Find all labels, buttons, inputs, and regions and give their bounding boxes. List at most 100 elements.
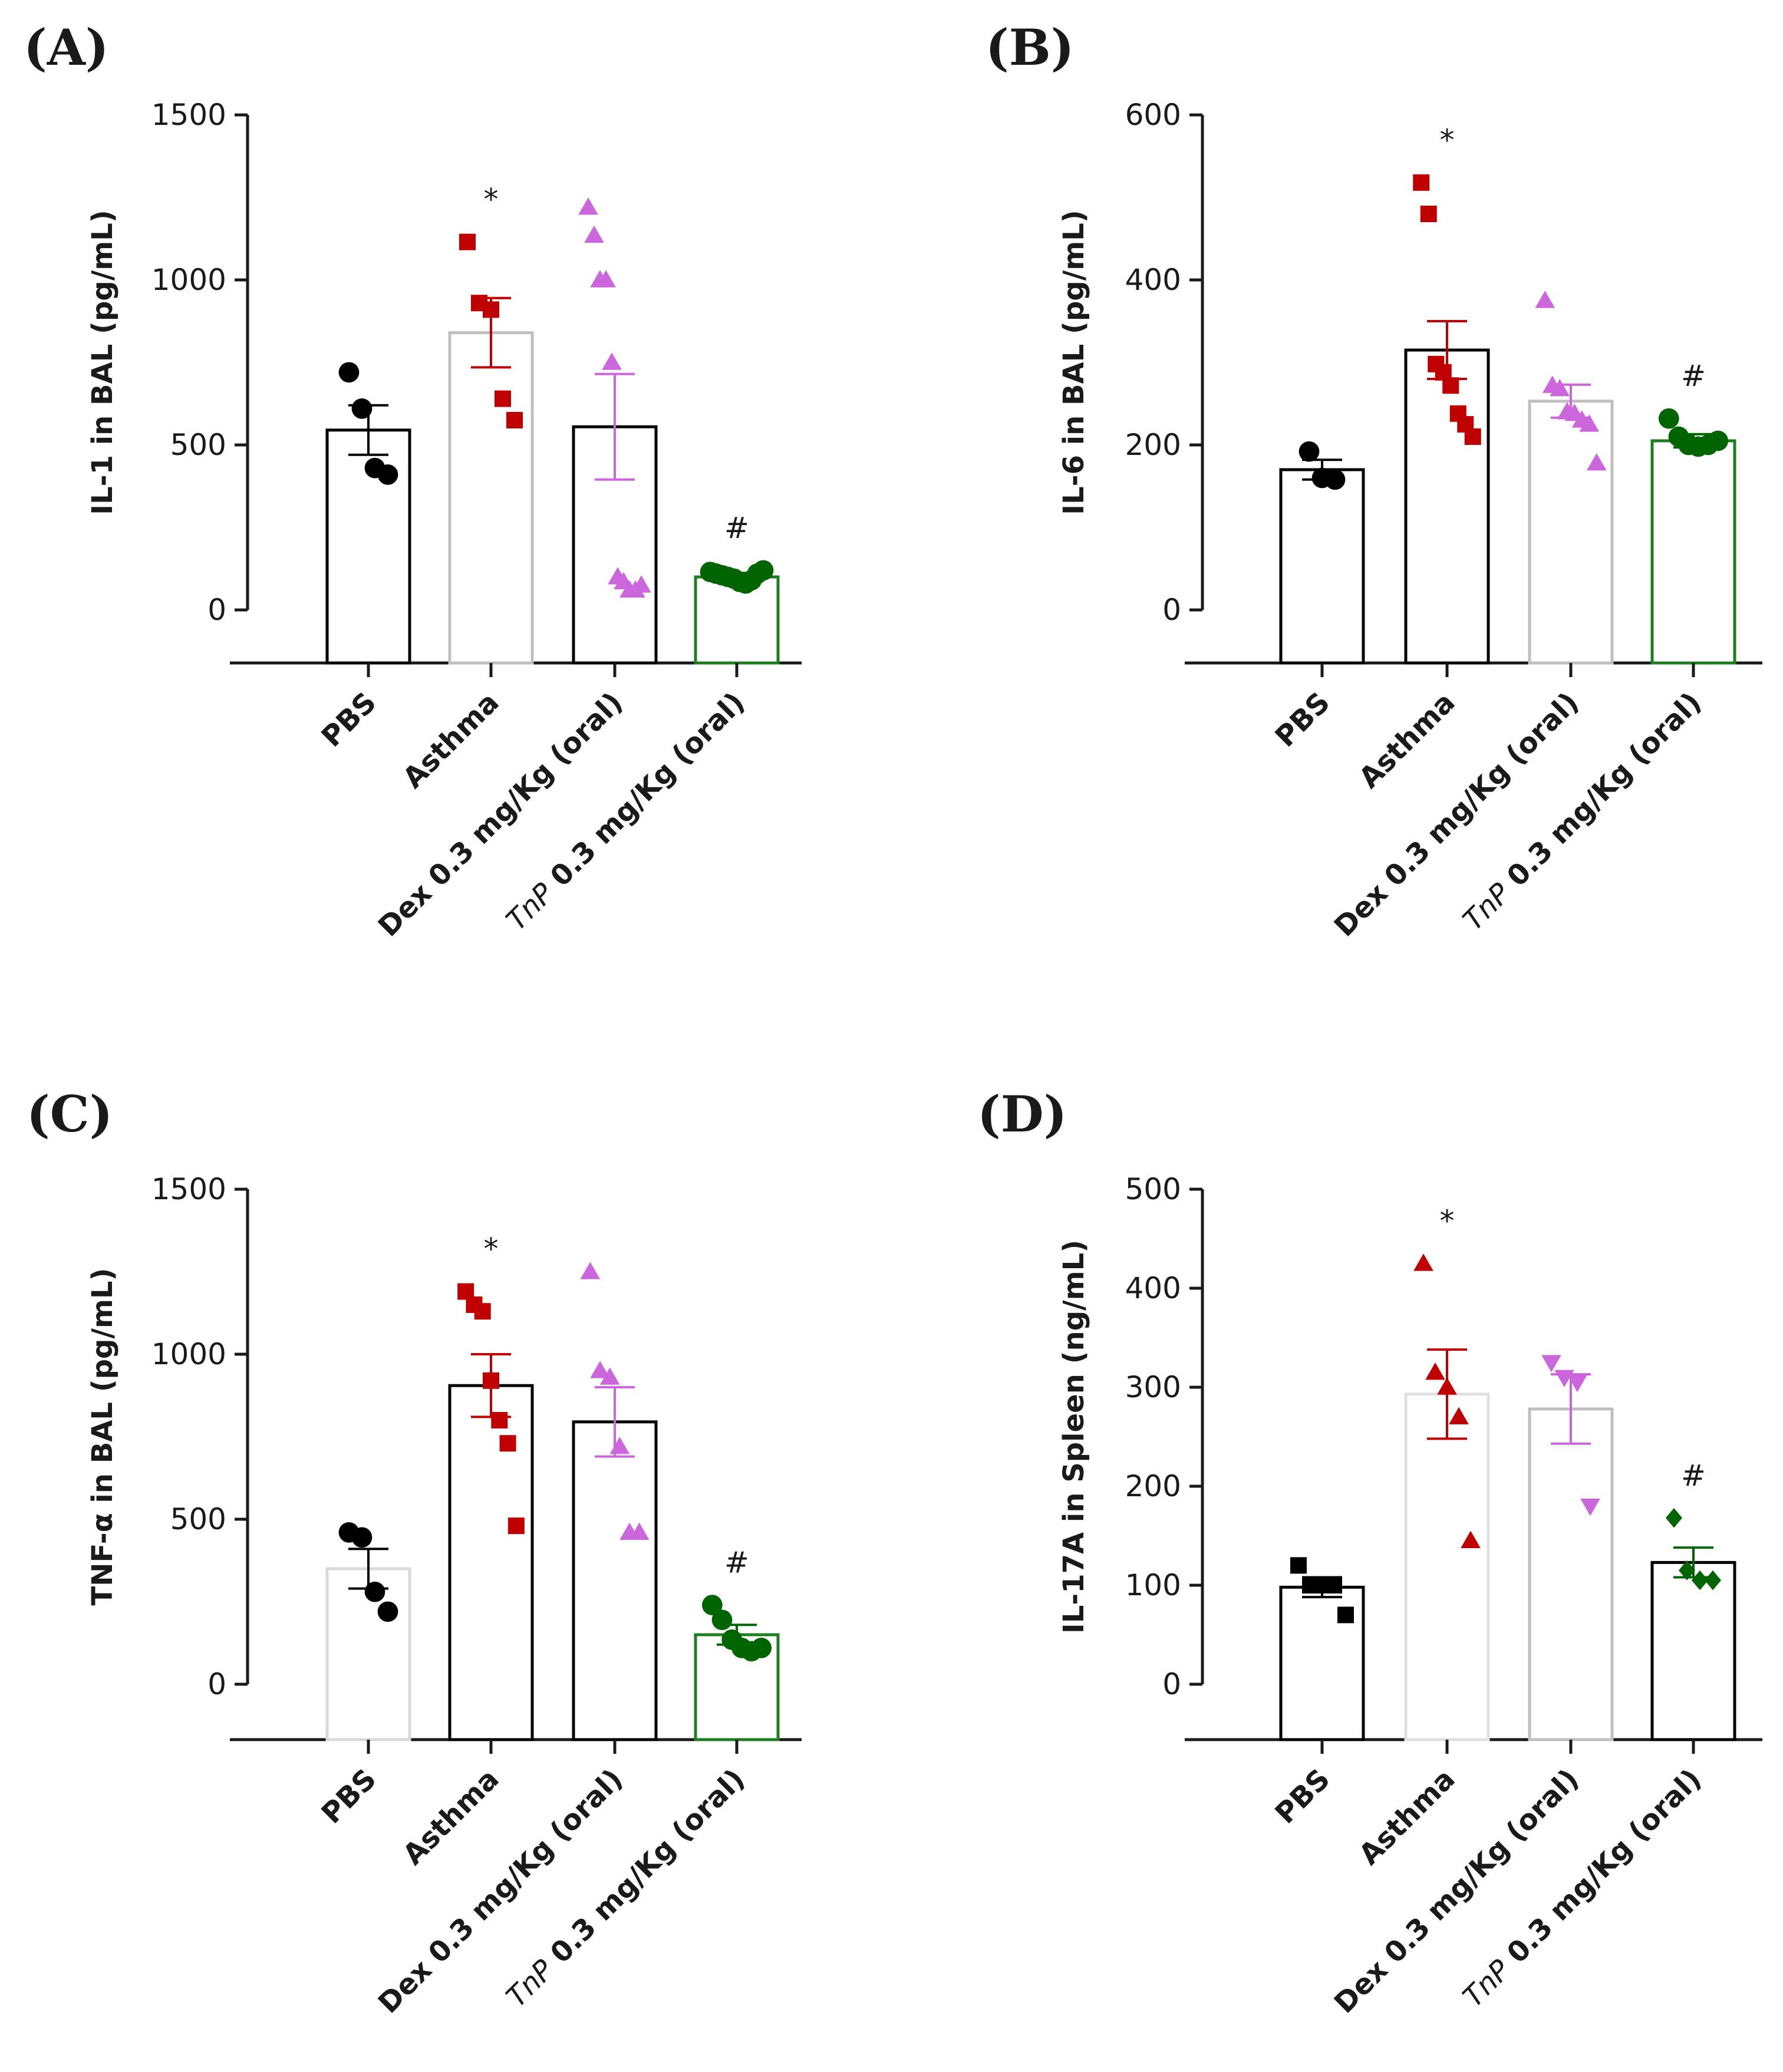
data-point [701,1595,723,1615]
panel-d: (D) 0 100 200 300 400 500 IL-17A in Spleen (ng/… [977,1085,1762,2020]
data-point [1666,1507,1682,1528]
y-tick-label: 1500 [151,1172,226,1206]
bar-group: # [694,1546,780,1741]
x-tick-label: Asthma [1353,1763,1462,1872]
bar-group: # [1650,1459,1736,1741]
data-point [1541,1355,1561,1372]
y-tick-label: 1500 [151,98,226,132]
bar-group [572,1262,658,1741]
bar [448,1384,534,1741]
y-tick-label: 400 [1125,1271,1181,1305]
x-tick-label: TnP 0.3 mg/Kg (oral) [1456,1763,1708,2014]
panel-label: (A) [24,18,109,77]
y-axis-title: IL-1 in BAL (pg/mL) [86,210,119,515]
panel-label: (C) [27,1085,113,1143]
data-point [474,1303,491,1320]
data-point [507,1517,525,1535]
x-tick-label: TnP 0.3 mg/Kg (oral) [1456,686,1708,937]
x-tick-label: Asthma [397,1763,506,1872]
data-point [751,1638,772,1658]
data-point [1550,379,1570,397]
bar-group [325,362,411,665]
x-tick-label: Dex 0.3 mg/Kg (oral) [1328,1763,1586,2020]
data-point [1535,291,1555,308]
y-axis-title: TNF-α in BAL (pg/mL) [86,1268,119,1606]
x-tick-label: Asthma [397,686,506,795]
y-axis-title: IL-17A in Spleen (ng/mL) [1057,1240,1090,1634]
y-tick-label: 0 [207,1667,226,1701]
data-point [1413,174,1430,191]
data-point [1420,206,1437,222]
data-point [602,352,622,370]
bar-group: * [448,1232,534,1741]
data-point [711,1609,733,1631]
x-tick-label: Asthma [1353,686,1462,795]
x-tick-label-rest: 0.3 mg/Kg (oral) [537,686,751,900]
data-point [495,390,511,407]
y-axis-title: IL-6 in BAL (pg/mL) [1057,210,1090,515]
x-tick-label-rest: 0.3 mg/Kg (oral) [1494,686,1708,900]
y-tick-label: 0 [207,593,226,627]
bar-group [325,1522,411,1741]
significance-label: * [1440,123,1455,157]
y-tick-label: 600 [1125,98,1181,132]
bar [1650,439,1736,665]
data-point [351,1527,373,1548]
significance-label: # [1681,1459,1706,1493]
bar [1404,348,1490,665]
data-point [629,1522,650,1540]
y-tick-label: 0 [1162,593,1181,627]
x-tick-label: Dex 0.3 mg/Kg (oral) [372,1763,630,2020]
data-point [377,464,398,485]
panel-label: (B) [986,18,1075,77]
bar [1404,1393,1490,1741]
significance-label: # [724,1546,749,1580]
data-point [459,233,476,250]
y-tick-label: 1000 [151,1337,226,1371]
data-point [1692,1570,1708,1591]
data-point [596,270,616,288]
data-point [1567,1375,1587,1393]
data-point [578,197,598,215]
x-tick-label-rest: 0.3 mg/Kg (oral) [537,1763,751,1977]
data-point [1464,428,1481,445]
data-point [1413,1253,1433,1271]
bar [1528,400,1614,665]
data-point [364,1581,385,1602]
bar-group: * [448,183,534,665]
data-point [1679,1560,1695,1581]
significance-label: # [1681,359,1706,393]
x-tick-label: TnP 0.3 mg/Kg (oral) [500,686,751,937]
x-tick-label: Dex 0.3 mg/Kg (oral) [372,686,630,943]
bar-group [1279,1557,1365,1741]
y-tick-label: 1000 [151,263,226,297]
data-point [580,1262,601,1279]
y-tick-label: 400 [1125,263,1181,297]
data-point [377,1601,398,1622]
significance-label: * [484,183,499,217]
data-point [1705,1570,1721,1591]
data-point [631,575,651,593]
bar-group [1528,1355,1614,1741]
x-tick-label: Dex 0.3 mg/Kg (oral) [1328,686,1586,943]
panel-b: (B) 0 200 400 600 IL-6 in BAL (pg/mL) PBS * Asth… [986,18,1762,943]
data-point [590,1361,610,1378]
x-tick-label: PBS [1269,686,1337,754]
y-tick-label: 300 [1125,1370,1181,1404]
data-point [599,1367,620,1385]
data-point [1425,1362,1445,1380]
data-point [1579,414,1600,432]
bar [1528,1407,1614,1741]
bar-group: # [694,511,780,665]
bar [572,1420,658,1741]
bar [1279,468,1365,665]
data-point [1708,430,1729,451]
data-point [338,362,360,383]
bar [1650,1560,1736,1741]
x-tick-label: PBS [1269,1763,1337,1830]
data-point [1580,1499,1600,1516]
data-point [753,560,774,581]
panel-label: (D) [977,1085,1067,1143]
y-tick-label: 200 [1125,428,1181,462]
